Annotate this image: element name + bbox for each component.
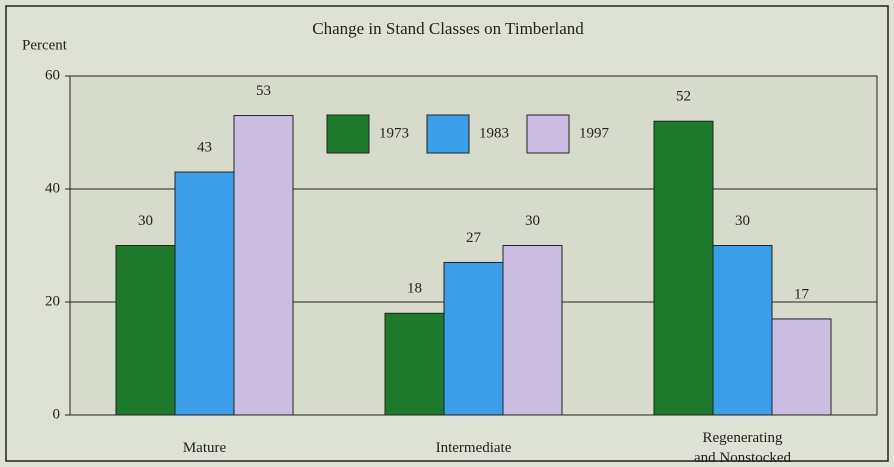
y-tick-label: 20: [45, 293, 60, 309]
legend-swatch: [526, 114, 570, 154]
data-label: 53: [256, 83, 271, 99]
data-label: 30: [525, 213, 540, 229]
bar: [712, 245, 773, 416]
legend-swatch: [426, 114, 470, 154]
legend-swatch: [326, 114, 370, 154]
x-tick-label: Regenerating and Nonstocked: [693, 430, 792, 466]
bar: [384, 312, 445, 416]
bar: [115, 245, 176, 416]
legend-label: 1983: [479, 125, 509, 141]
data-label: 30: [138, 213, 153, 229]
data-label: 18: [407, 281, 422, 297]
bar: [502, 245, 563, 416]
y-tick-label: 60: [45, 67, 60, 83]
data-label: 27: [466, 230, 482, 246]
y-tick-label: 0: [53, 406, 61, 422]
data-label: 30: [735, 213, 750, 229]
x-tick-label: Mature: [182, 440, 227, 456]
frame: [5, 5, 889, 462]
bar: [653, 120, 714, 416]
bar: [771, 318, 832, 416]
legend-label: 1997: [579, 125, 610, 141]
y-axis-label: Percent: [22, 37, 68, 53]
x-tick-label: Intermediate: [435, 440, 512, 456]
data-label: 43: [197, 139, 212, 155]
legend-label: 1973: [379, 125, 409, 141]
bar: [174, 171, 235, 416]
chart-title: Change in Stand Classes on Timberland: [312, 19, 584, 38]
data-label: 52: [676, 89, 691, 105]
bar: [233, 115, 294, 416]
data-label: 17: [794, 286, 810, 302]
bar: [443, 261, 504, 416]
y-tick-label: 40: [45, 180, 60, 196]
